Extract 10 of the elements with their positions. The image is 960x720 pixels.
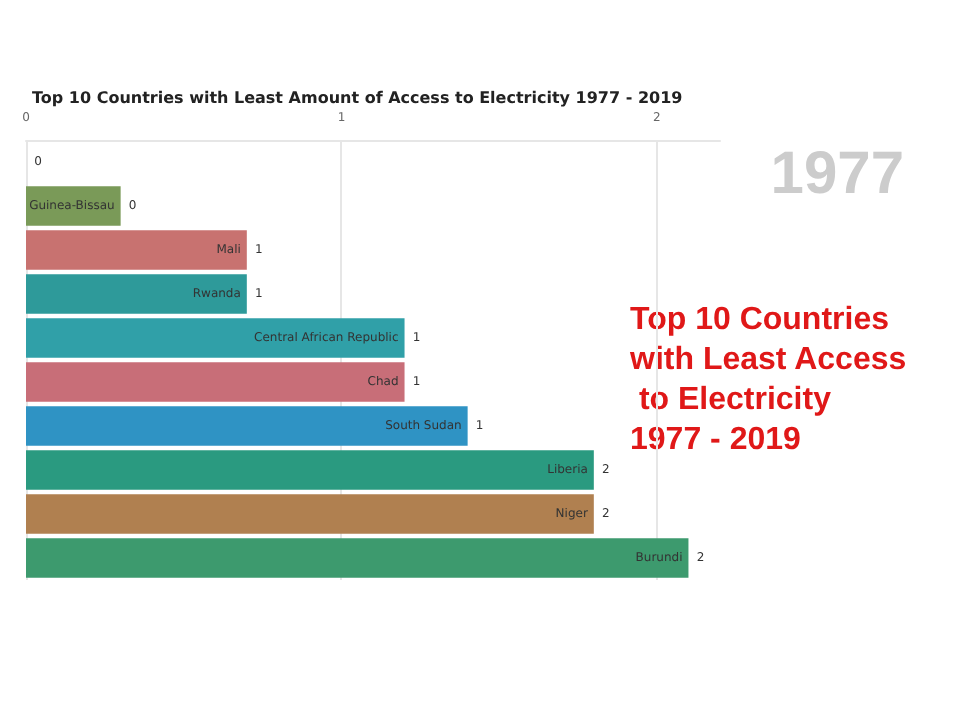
chart-title: Top 10 Countries with Least Amount of Access to Electricity 1977 - 2019 (32, 89, 684, 107)
bar (26, 318, 405, 358)
bar (26, 274, 247, 314)
bar (26, 406, 468, 446)
bar (26, 362, 405, 402)
bar (26, 538, 689, 578)
bar (26, 230, 247, 270)
bar (26, 450, 594, 490)
bar (26, 494, 594, 534)
bar (26, 186, 121, 226)
